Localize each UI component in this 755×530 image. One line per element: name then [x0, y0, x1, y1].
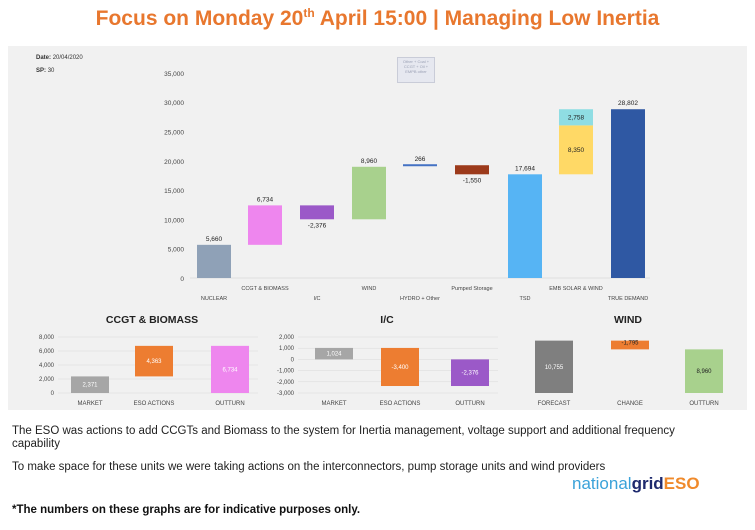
bar-eso-actions [381, 347, 419, 387]
category-label: Pumped Storage [451, 286, 492, 292]
data-label: 10,755 [545, 365, 564, 371]
sp-meta: SP: 30 [36, 68, 55, 74]
page-title: Focus on Monday 20th April 15:00 | Manag… [95, 6, 660, 30]
bar-tsd [508, 174, 542, 278]
y-tick-label: 35,000 [164, 71, 184, 78]
data-label: -2,376 [308, 222, 327, 229]
y-tick-label: -1,000 [277, 369, 295, 375]
y-tick-label: 1,000 [279, 346, 295, 352]
category-label: FORECAST [538, 401, 571, 407]
data-label: 1,024 [326, 352, 342, 358]
y-tick-label: 30,000 [164, 100, 184, 107]
bar-solar [559, 125, 593, 175]
bar-outturn [685, 349, 723, 393]
y-tick-label: 10,000 [164, 217, 184, 224]
data-label: -1,550 [463, 177, 482, 184]
bar-eso-actions [135, 345, 173, 377]
category-label: TRUE DEMAND [608, 296, 648, 302]
disclaimer-note: *The numbers on these graphs are for ind… [12, 504, 361, 516]
y-tick-label: -3,000 [277, 391, 295, 397]
bar-outturn [211, 345, 249, 393]
national-grid-eso-logo: nationalgridESO [572, 474, 700, 493]
category-label: NUCLEAR [201, 296, 227, 302]
category-label: MARKET [321, 401, 346, 407]
data-label: 5,660 [206, 236, 223, 243]
y-tick-label: 8,000 [39, 335, 55, 341]
y-tick-label: 15,000 [164, 188, 184, 195]
data-label: 2,758 [568, 114, 585, 121]
data-label: 17,694 [515, 165, 535, 172]
bar-ccgt-biomass [248, 205, 282, 245]
category-label: ESO ACTIONS [134, 401, 175, 407]
tooltip: Other + Coal + CCGT + Oil + EMPB other [397, 57, 435, 83]
small-chart-title: WIND [614, 314, 642, 326]
y-tick-label: 4,000 [39, 363, 55, 369]
category-label: MARKET [77, 401, 102, 407]
category-label: ESO ACTIONS [380, 401, 421, 407]
category-label: TSD [520, 296, 531, 302]
data-label: 6,734 [222, 367, 238, 373]
bar-pumped-storage [455, 165, 489, 175]
bar-forecast [535, 340, 573, 393]
data-label: 8,960 [361, 158, 378, 165]
bar-change [611, 340, 649, 350]
small-chart-title: CCGT & BIOMASS [106, 314, 198, 326]
bar-outturn [451, 359, 489, 387]
category-label: WIND [362, 286, 377, 292]
data-label: -3,400 [391, 365, 409, 371]
bar-wind [352, 166, 386, 220]
data-label: -1,795 [621, 341, 639, 347]
category-label: OUTTURN [215, 401, 244, 407]
category-label: HYDRO + Other [400, 296, 440, 302]
category-label: I/C [313, 296, 320, 302]
y-tick-label: 25,000 [164, 130, 184, 137]
y-tick-label: 2,000 [279, 335, 295, 341]
date-meta: Date: 20/04/2020 [36, 55, 83, 61]
main-waterfall-chart: 0 5,000 10,000 15,000 20,000 25,000 30,000 35,0… [164, 71, 650, 302]
paragraph-2: To make space for these units we were ta… [12, 461, 606, 473]
data-label: 28,802 [618, 100, 638, 107]
category-label: OUTTURN [689, 401, 718, 407]
data-label: -2,376 [461, 371, 479, 377]
bar-hydro-other [403, 164, 437, 167]
y-tick-label: 2,000 [39, 377, 55, 383]
y-tick-label: 0 [291, 357, 295, 363]
bar-market [315, 347, 353, 360]
small-chart-title: I/C [380, 314, 394, 326]
data-label: 4,363 [146, 359, 162, 365]
data-label: 8,350 [568, 147, 585, 154]
data-label: 6,734 [257, 196, 274, 203]
y-tick-label: 6,000 [39, 349, 55, 355]
bar-i-c [300, 205, 334, 220]
y-tick-label: 5,000 [168, 247, 185, 254]
data-label: 2,371 [82, 383, 98, 389]
category-label: CHANGE [617, 401, 643, 407]
category-label: EMB SOLAR & WIND [549, 286, 603, 292]
bar-true-demand [611, 109, 645, 279]
category-label: OUTTURN [455, 401, 484, 407]
paragraph-1: The ESO was actions to add CCGTs and Bio… [12, 425, 675, 450]
bar-wind [559, 109, 593, 126]
y-tick-label: -2,000 [277, 380, 295, 386]
y-tick-label: 0 [51, 391, 55, 397]
bar-market [71, 376, 109, 393]
data-label: 266 [415, 156, 426, 163]
data-label: 8,960 [696, 369, 712, 375]
category-label: CCGT & BIOMASS [241, 286, 289, 292]
bar-nuclear [197, 244, 231, 278]
y-tick-label: 0 [180, 276, 184, 283]
y-tick-label: 20,000 [164, 159, 184, 166]
